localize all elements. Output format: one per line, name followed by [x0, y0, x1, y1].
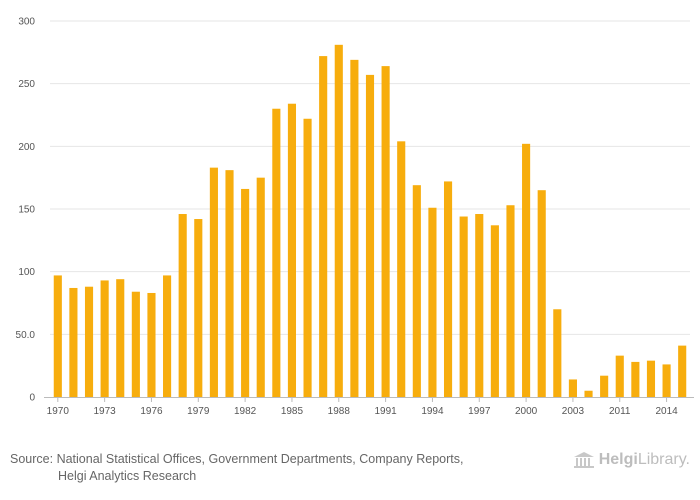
bars [53, 44, 687, 398]
bar-1995 [443, 181, 453, 397]
bar-chart: 0 50.0 100 150 200 250 300 1970 1973 1976 1979 198… [16, 17, 694, 417]
bar-1981 [225, 170, 234, 397]
y-tick-label: 300 [18, 17, 35, 28]
library-building-icon [573, 452, 594, 468]
bar-2014 [662, 364, 671, 397]
y-tick-label: 0 [29, 393, 35, 404]
brand-part-2: Library. [637, 451, 690, 468]
source-line-2: Helgi Analytics Research [58, 469, 197, 483]
x-tick-label: 1976 [140, 406, 163, 417]
bar-1990 [365, 74, 375, 397]
bar-1973 [100, 280, 109, 397]
x-tick-label: 1985 [281, 406, 304, 417]
bar-1971 [69, 287, 78, 397]
bar-1987 [319, 56, 328, 398]
x-tick-label: 2000 [515, 406, 538, 417]
bar-1983 [256, 177, 265, 397]
brand-part-1: Helgi [598, 451, 638, 468]
bar-1976 [147, 292, 156, 397]
x-tick-label: 2011 [609, 406, 631, 417]
bar-1984 [272, 108, 281, 397]
x-tick-label: 2014 [655, 406, 678, 417]
bar-2004 [584, 390, 593, 397]
bar-1970 [53, 275, 62, 397]
bar-1993 [412, 185, 421, 397]
x-tick-label: 2003 [562, 406, 585, 417]
bar-1974 [116, 279, 125, 397]
x-tick-label: 1994 [421, 406, 444, 417]
bar-1991 [381, 66, 390, 398]
bar-1975 [131, 291, 140, 397]
source-note: Source: National Statistical Offices, Go… [10, 451, 550, 485]
source-label: Source: [10, 452, 54, 466]
bar-1988 [334, 44, 343, 398]
y-axis-ticks: 0 50.0 100 150 200 250 300 [16, 17, 36, 404]
y-tick-label: 150 [18, 205, 35, 216]
bar-2011 [615, 355, 624, 397]
bar-2012 [631, 361, 640, 397]
bar-1989 [350, 59, 359, 397]
x-tick-label: 1991 [374, 406, 397, 417]
y-tick-label: 200 [18, 142, 35, 153]
bar-1977 [163, 275, 172, 397]
y-tick-label: 50.0 [16, 330, 36, 341]
bar-1986 [303, 118, 312, 397]
x-tick-label: 1979 [187, 406, 210, 417]
x-tick-label: 1997 [468, 406, 491, 417]
bar-2002 [553, 309, 562, 397]
bar-1994 [428, 207, 437, 397]
y-tick-label: 100 [18, 267, 35, 278]
source-line-1: National Statistical Offices, Government… [56, 452, 464, 466]
bar-1985 [287, 103, 297, 397]
bar-1999 [506, 205, 515, 397]
bar-1982 [241, 188, 250, 397]
bar-2001 [537, 190, 546, 397]
bar-1992 [397, 141, 406, 397]
y-tick-label: 250 [18, 79, 35, 90]
helgi-library-logo: HelgiLibrary. [573, 451, 690, 469]
bar-1996 [459, 216, 468, 397]
bar-1979 [194, 219, 203, 397]
x-tick-label: 1988 [328, 406, 351, 417]
bar-1978 [178, 214, 187, 397]
bar-2013 [646, 360, 656, 397]
bar-1980 [209, 167, 218, 397]
bar-1998 [490, 225, 499, 397]
x-axis-ticks: 1970 1973 1976 1979 1982 1985 1988 1991 1994 1997… [47, 397, 678, 417]
bar-1972 [84, 286, 94, 397]
bar-2000 [522, 143, 531, 397]
x-tick-label: 1973 [94, 406, 117, 417]
bar-2005 [600, 375, 609, 397]
bar-2015 [678, 345, 687, 397]
x-tick-label: 1970 [47, 406, 70, 417]
bar-1997 [475, 214, 484, 397]
x-tick-label: 1982 [234, 406, 257, 417]
bar-2003 [568, 379, 577, 397]
